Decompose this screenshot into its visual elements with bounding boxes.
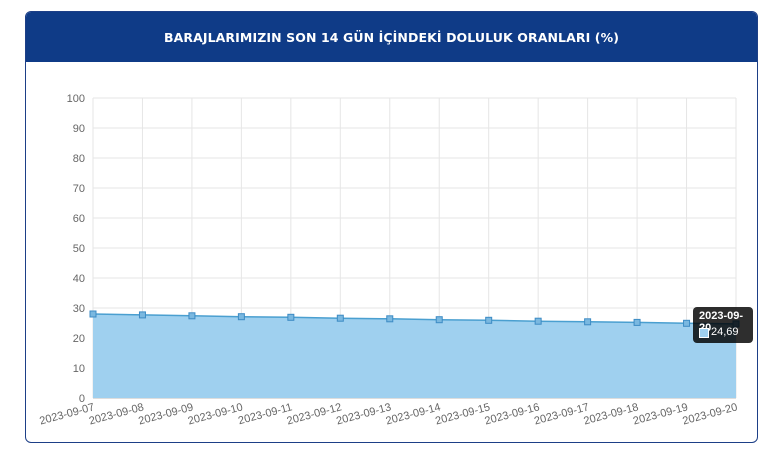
data-point xyxy=(683,319,691,327)
x-tick-label: 2023-09-18 xyxy=(582,401,639,427)
data-point xyxy=(485,316,493,324)
y-tick-label: 10 xyxy=(73,363,85,375)
x-tick-label: 2023-09-16 xyxy=(483,401,540,427)
chart-card: BARAJLARIMIZIN SON 14 GÜN İÇİNDEKİ DOLUL… xyxy=(25,11,758,443)
y-tick-label: 90 xyxy=(73,123,85,135)
chart-title: BARAJLARIMIZIN SON 14 GÜN İÇİNDEKİ DOLUL… xyxy=(163,29,620,45)
y-tick-label: 80 xyxy=(73,153,85,165)
x-tick-label: 2023-09-08 xyxy=(88,401,145,427)
data-point xyxy=(435,316,443,324)
x-tick-label: 2023-09-19 xyxy=(632,401,689,427)
x-tick-label: 2023-09-11 xyxy=(237,401,294,427)
y-tick-label: 20 xyxy=(73,333,85,345)
x-tick-label: 2023-09-07 xyxy=(38,401,95,427)
data-point xyxy=(188,312,196,320)
x-tick-label: 2023-09-14 xyxy=(385,401,442,427)
x-tick-label: 2023-09-20 xyxy=(681,401,738,427)
x-tick-label: 2023-09-15 xyxy=(434,401,491,427)
data-point xyxy=(287,313,295,321)
y-tick-label: 30 xyxy=(73,303,85,315)
area-fill xyxy=(93,314,736,398)
data-point xyxy=(584,318,592,326)
chart-area: 0 10 20 30 40 50 60 70 80 90 100 2023-09-07 2023-09-… xyxy=(26,62,758,443)
area-chart[interactable]: 01020304050607080901002023-09-072023-09-… xyxy=(26,62,758,443)
y-tick-label: 40 xyxy=(73,273,85,285)
data-point xyxy=(237,313,245,321)
x-tick-label: 2023-09-13 xyxy=(335,401,392,427)
series-line xyxy=(92,313,737,325)
data-point xyxy=(633,318,641,326)
tooltip-value: 24,69 xyxy=(711,326,739,338)
chart-header: BARAJLARIMIZIN SON 14 GÜN İÇİNDEKİ DOLUL… xyxy=(26,12,757,62)
data-point xyxy=(386,315,394,323)
y-tick-label: 60 xyxy=(73,213,85,225)
x-tick-label: 2023-09-12 xyxy=(286,401,343,427)
x-tick-label: 2023-09-17 xyxy=(533,401,590,427)
y-tick-label: 50 xyxy=(73,243,85,255)
data-point xyxy=(534,317,542,325)
x-tick-label: 2023-09-10 xyxy=(187,401,244,427)
data-tooltip: 2023-09-20 24,69 xyxy=(693,307,753,343)
data-point xyxy=(138,311,146,319)
x-tick-label: 2023-09-09 xyxy=(137,401,194,427)
tooltip-swatch xyxy=(699,328,709,338)
data-point xyxy=(89,310,97,318)
data-point xyxy=(336,314,344,322)
y-tick-label: 100 xyxy=(67,93,85,105)
y-tick-label: 0 xyxy=(79,393,85,405)
y-tick-label: 70 xyxy=(73,183,85,195)
